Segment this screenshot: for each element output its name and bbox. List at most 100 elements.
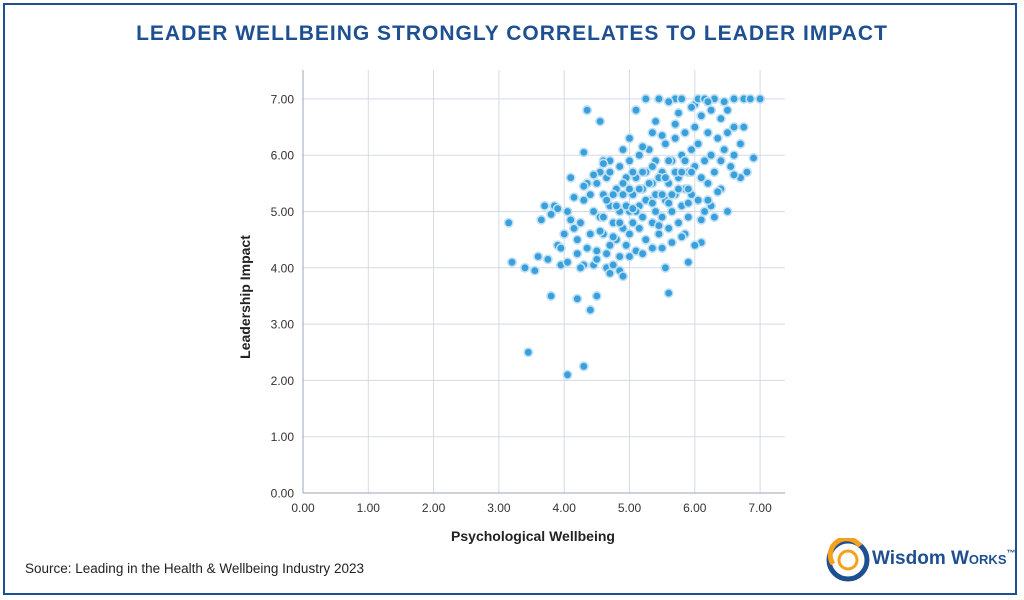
data-point (624, 133, 635, 144)
data-point (686, 102, 697, 113)
data-point (666, 237, 677, 248)
data-point (591, 290, 602, 301)
data-point (725, 161, 736, 172)
y-tick-label: 1.00 (271, 430, 295, 444)
data-point (585, 189, 596, 200)
data-point (728, 93, 739, 104)
data-point (647, 198, 658, 209)
data-point (578, 147, 589, 158)
data-point (519, 262, 530, 273)
data-point (647, 161, 658, 172)
logo-word-works: Works (951, 548, 1007, 569)
data-point (702, 96, 713, 107)
data-point (696, 110, 707, 121)
y-tick-label: 3.00 (271, 318, 295, 332)
data-point (591, 178, 602, 189)
data-point (657, 130, 668, 141)
data-point (588, 169, 599, 180)
data-point (663, 223, 674, 234)
logo-word-wisdom: Wisdom (872, 548, 946, 569)
data-point (624, 155, 635, 166)
data-point (663, 198, 674, 209)
data-point (650, 206, 661, 217)
data-point (719, 144, 730, 155)
data-point (673, 184, 684, 195)
data-point (578, 181, 589, 192)
data-point (555, 243, 566, 254)
axes (302, 70, 785, 494)
data-point (683, 184, 694, 195)
wisdom-works-logo: Wisdom Works™ (826, 538, 1016, 582)
data-point (621, 240, 632, 251)
data-point (601, 195, 612, 206)
y-tick-labels: 0.00 1.00 2.00 3.00 4.00 5.00 6.00 7.00 (271, 92, 295, 500)
data-point (529, 265, 540, 276)
data-point (728, 150, 739, 161)
data-point (562, 257, 573, 268)
data-point (647, 243, 658, 254)
data-point (706, 150, 717, 161)
data-point (679, 155, 690, 166)
data-point (657, 189, 668, 200)
data-point (578, 361, 589, 372)
data-point (722, 206, 733, 217)
data-point (660, 172, 671, 183)
data-point (670, 119, 681, 130)
data-point (608, 259, 619, 270)
data-point (624, 184, 635, 195)
data-point (683, 198, 694, 209)
data-point (595, 226, 606, 237)
data-point (663, 155, 674, 166)
data-point (614, 217, 625, 228)
x-tick-label: 0.00 (291, 501, 315, 515)
data-point (650, 116, 661, 127)
data-point (611, 200, 622, 211)
x-tick-label: 4.00 (553, 501, 577, 515)
data-point (715, 155, 726, 166)
data-point (546, 209, 557, 220)
data-point (709, 212, 720, 223)
data-point (562, 369, 573, 380)
data-point (637, 141, 648, 152)
data-point (503, 217, 514, 228)
data-point (728, 122, 739, 133)
data-point (598, 158, 609, 169)
data-point (666, 206, 677, 217)
y-tick-label: 0.00 (271, 487, 295, 501)
y-axis-label: Leadership Impact (237, 235, 253, 359)
data-point (673, 217, 684, 228)
data-point (719, 96, 730, 107)
data-point (608, 231, 619, 242)
y-tick-label: 2.00 (271, 374, 295, 388)
data-point (585, 229, 596, 240)
data-point (722, 105, 733, 116)
data-point (647, 127, 658, 138)
data-point (595, 116, 606, 127)
data-point (614, 251, 625, 262)
data-point (676, 93, 687, 104)
data-point (653, 229, 664, 240)
data-point (617, 189, 628, 200)
data-point (536, 214, 547, 225)
data-point (582, 243, 593, 254)
data-point (634, 184, 645, 195)
data-point (562, 206, 573, 217)
data-point (673, 108, 684, 119)
data-point (738, 122, 749, 133)
data-point (715, 113, 726, 124)
data-point (575, 262, 586, 273)
data-point (696, 172, 707, 183)
data-point (575, 217, 586, 228)
logo-swirl-icon (826, 538, 870, 582)
data-point (712, 133, 723, 144)
x-tick-label: 7.00 (748, 501, 772, 515)
y-tick-label: 6.00 (271, 149, 295, 163)
data-point (755, 93, 766, 104)
data-point (702, 178, 713, 189)
data-point (542, 254, 553, 265)
data-point (640, 93, 651, 104)
x-tick-labels: 0.00 1.00 2.00 3.00 4.00 5.00 6.00 7.00 (291, 501, 772, 515)
chart-frame (3, 3, 1017, 595)
data-point (745, 93, 756, 104)
